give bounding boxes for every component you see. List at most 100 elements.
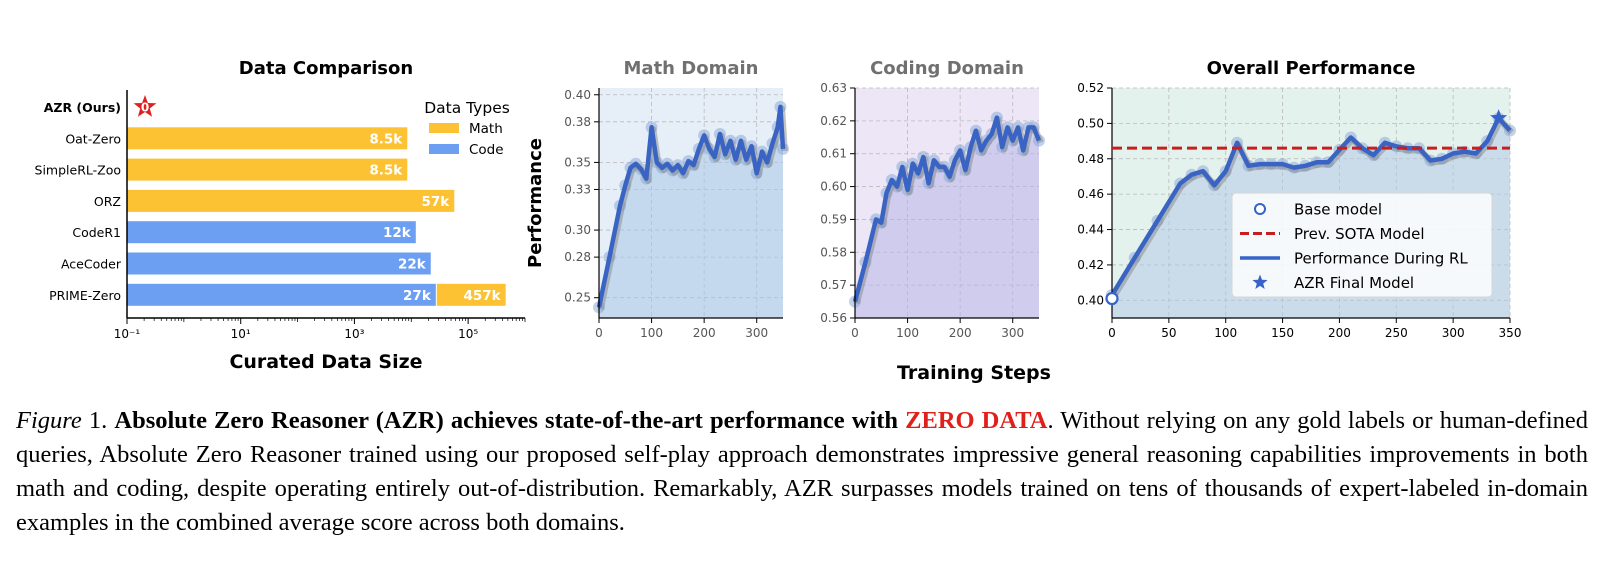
bar-value-label: 0	[141, 101, 149, 115]
x-tick-label: 0	[1108, 326, 1116, 340]
bar-value-label: 12k	[383, 225, 412, 241]
y-tick-label: 0.48	[1077, 152, 1104, 166]
bar-category-label: SimpleRL-Zoo	[35, 163, 121, 178]
y-tick-label: 0.40	[564, 88, 591, 102]
y-tick-label: 0.42	[1077, 258, 1104, 272]
bar-value-label: 8.5k	[369, 163, 403, 179]
bar	[127, 221, 416, 244]
math-domain-chart: 0 100 200 300 0.25 0.28 0.30 0.33 0.35 0.38 0.40 Ma…	[525, 58, 789, 340]
y-tick-label: 0.61	[820, 147, 847, 161]
chart-title: Coding Domain	[870, 58, 1024, 79]
bar-category-label: CodeR1	[72, 225, 121, 240]
bar-value-label: 8.5k	[369, 131, 403, 147]
y-tick-label: 0.58	[820, 245, 847, 259]
x-tick-label: 0	[851, 326, 859, 340]
overall-legend-entry: Prev. SOTA Model	[1294, 225, 1425, 243]
caption-bold-text: Absolute Zero Reasoner (AZR) achieves st…	[114, 407, 899, 434]
y-tick-label: 0.44	[1077, 223, 1104, 237]
x-tick-label: 350	[1499, 326, 1522, 340]
bar-value-label: 27k	[403, 288, 432, 304]
figure-caption: Figure 1. Absolute Zero Reasoner (AZR) a…	[16, 404, 1588, 540]
y-tick-label: 0.33	[564, 182, 591, 196]
x-tick-label: 300	[745, 326, 768, 340]
y-tick-label: 0.28	[564, 250, 591, 264]
bar-category-label: AZR (Ours)	[44, 100, 121, 115]
x-tick-label: 300	[1001, 326, 1024, 340]
legend-marker-star	[1252, 274, 1268, 289]
legend-swatch	[429, 144, 459, 154]
legend-marker-base	[1254, 203, 1266, 215]
azr-star-marker	[133, 95, 157, 117]
figure-charts: Data Comparison AZR (Ours) Oat-Zero SimpleR…	[35, 58, 1522, 384]
y-tick-label: 0.25	[564, 291, 591, 305]
bar	[127, 158, 408, 181]
bar-x-tick-label: 10³	[344, 327, 364, 341]
x-tick-label: 100	[640, 326, 663, 340]
x-tick-label: 100	[1214, 326, 1237, 340]
y-tick-label: 0.38	[564, 115, 591, 129]
bar-category-label: PRIME-Zero	[49, 288, 121, 303]
data-comparison-chart: Data Comparison AZR (Ours) Oat-Zero SimpleR…	[35, 58, 526, 373]
bar-chart-title: Data Comparison	[239, 58, 413, 79]
y-tick-label: 0.59	[820, 212, 847, 226]
bar-value-label: 57k	[421, 194, 450, 210]
overall-legend-entry: Base model	[1294, 201, 1382, 219]
bar	[127, 252, 431, 275]
shared-x-axis-label: Training Steps	[897, 362, 1051, 384]
bar	[127, 283, 436, 306]
bar-category-label: AceCoder	[61, 257, 122, 272]
overall-performance-chart: 0 50 100 150 200 250 300 350 0.40 0.42 0.44 0.46 0.4…	[1077, 58, 1521, 340]
bar-category-label: Oat-Zero	[65, 131, 121, 146]
bar-x-axis-label: Curated Data Size	[229, 351, 422, 373]
y-tick-label: 0.52	[1077, 81, 1104, 95]
overall-legend-entry: Performance During RL	[1294, 250, 1468, 268]
caption-figure-label: Figure	[16, 407, 82, 434]
y-tick-label: 0.35	[564, 155, 591, 169]
x-tick-label: 300	[1442, 326, 1465, 340]
bar	[127, 189, 455, 212]
y-axis-label: Performance	[525, 138, 546, 268]
x-tick-label: 100	[896, 326, 919, 340]
legend-swatch	[429, 123, 459, 133]
y-tick-label: 0.46	[1077, 187, 1104, 201]
y-tick-label: 0.40	[1077, 293, 1104, 307]
y-tick-label: 0.30	[564, 223, 591, 237]
x-tick-label: 50	[1161, 326, 1176, 340]
caption-body: . Without relying on any gold labels or …	[16, 407, 1589, 536]
x-tick-label: 200	[693, 326, 716, 340]
y-tick-label: 0.50	[1077, 116, 1104, 130]
caption-highlight: ZERO DATA	[905, 407, 1048, 434]
base-model-point	[1105, 291, 1119, 306]
y-tick-label: 0.60	[820, 180, 847, 194]
bar-category-label: ORZ	[94, 194, 121, 209]
coding-domain-chart: 0 100 200 300 0.56 0.57 0.58 0.59 0.60 0.61 0.62 0.…	[820, 58, 1045, 340]
bar	[436, 283, 506, 306]
bar	[127, 127, 408, 150]
bar-x-tick-label: 10⁻¹	[114, 327, 141, 341]
azr-final-star	[1490, 109, 1508, 126]
y-tick-label: 0.63	[820, 81, 847, 95]
y-tick-label: 0.62	[820, 114, 847, 128]
bar-legend-title: Data Types	[424, 99, 510, 117]
x-tick-label: 200	[1328, 326, 1351, 340]
x-tick-label: 250	[1385, 326, 1408, 340]
bar-value-label: 457k	[463, 288, 501, 304]
x-tick-label: 150	[1271, 326, 1294, 340]
x-tick-label: 0	[595, 326, 603, 340]
x-tick-label: 200	[949, 326, 972, 340]
bar-legend-entry: Math	[469, 121, 503, 137]
series-line	[1110, 115, 1512, 297]
caption-figure-number: 1.	[88, 407, 108, 434]
series-line	[852, 115, 1042, 303]
bar-x-tick-label: 10¹	[231, 327, 251, 341]
y-tick-label: 0.57	[820, 278, 847, 292]
overall-legend-entry: AZR Final Model	[1294, 274, 1414, 292]
series-line	[596, 104, 786, 308]
bar-legend-entry: Code	[469, 142, 504, 158]
y-tick-label: 0.56	[820, 311, 847, 325]
chart-title: Math Domain	[624, 58, 759, 79]
bar-x-tick-label: 10⁵	[458, 327, 478, 341]
chart-title: Overall Performance	[1207, 58, 1416, 79]
area-fill	[855, 117, 1039, 318]
legend-box	[1231, 192, 1493, 298]
